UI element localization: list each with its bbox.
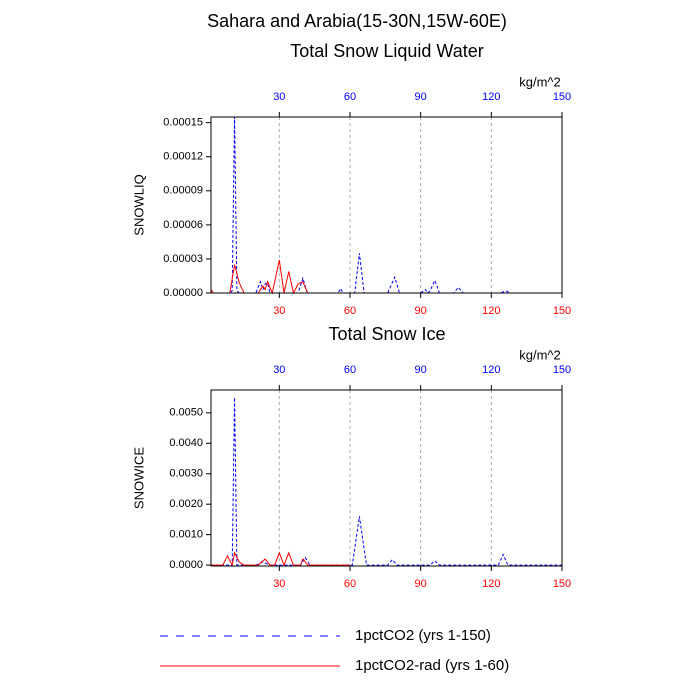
x-tick-label: 120 xyxy=(482,578,500,590)
x2-tick-label: 150 xyxy=(553,364,571,376)
y-tick-label: 0.0050 xyxy=(169,407,203,419)
x2-tick-label: 60 xyxy=(344,364,356,376)
y-tick-label: 0.00006 xyxy=(163,219,203,231)
figure-title: Sahara and Arabia(15-30N,15W-60E) xyxy=(207,11,507,31)
x2-tick-label: 150 xyxy=(553,91,571,103)
x-tick-label: 30 xyxy=(273,305,285,317)
panel-title: Total Snow Ice xyxy=(328,324,445,344)
x-tick-label: 90 xyxy=(415,578,427,590)
x-tick-label: 150 xyxy=(553,305,571,317)
x-tick-label: 90 xyxy=(415,305,427,317)
y-tick-label: 0.00003 xyxy=(163,253,203,265)
legend-label: 1pctCO2-rad (yrs 1-60) xyxy=(355,657,509,674)
x2-axis-label: kg/m^2 xyxy=(519,347,561,362)
x-tick-label: 60 xyxy=(344,578,356,590)
x-tick-label: 150 xyxy=(553,578,571,590)
data-line xyxy=(210,259,350,295)
x2-tick-label: 30 xyxy=(273,364,285,376)
x2-tick-label: 90 xyxy=(415,91,427,103)
x2-axis-label: kg/m^2 xyxy=(519,74,561,89)
plot-frame xyxy=(210,389,563,567)
y-tick-label: 0.0000 xyxy=(169,559,203,571)
x-tick-label: 60 xyxy=(344,305,356,317)
x2-tick-label: 120 xyxy=(482,364,500,376)
y-tick-label: 0.00000 xyxy=(163,287,203,299)
x-tick-label: 30 xyxy=(273,578,285,590)
data-line xyxy=(211,397,562,566)
y-axis-label: SNOWICE xyxy=(131,447,146,509)
y-tick-label: 0.0010 xyxy=(169,529,203,541)
data-line xyxy=(211,116,562,294)
legend-label: 1pctCO2 (yrs 1-150) xyxy=(355,627,491,644)
y-tick-label: 0.00009 xyxy=(163,185,203,197)
y-tick-label: 0.0040 xyxy=(169,437,203,449)
x2-tick-label: 90 xyxy=(415,364,427,376)
data-line xyxy=(211,551,350,567)
y-tick-label: 0.0030 xyxy=(169,468,203,480)
y-tick-label: 0.0020 xyxy=(169,498,203,510)
y-tick-label: 0.00015 xyxy=(163,117,203,129)
y-tick-label: 0.00012 xyxy=(163,151,203,163)
x-tick-label: 120 xyxy=(482,305,500,317)
panel-title: Total Snow Liquid Water xyxy=(290,41,483,61)
x2-tick-label: 120 xyxy=(482,91,500,103)
x2-tick-label: 60 xyxy=(344,91,356,103)
plot-frame xyxy=(210,116,563,294)
x2-tick-label: 30 xyxy=(273,91,285,103)
y-axis-label: SNOWLIQ xyxy=(131,174,146,235)
